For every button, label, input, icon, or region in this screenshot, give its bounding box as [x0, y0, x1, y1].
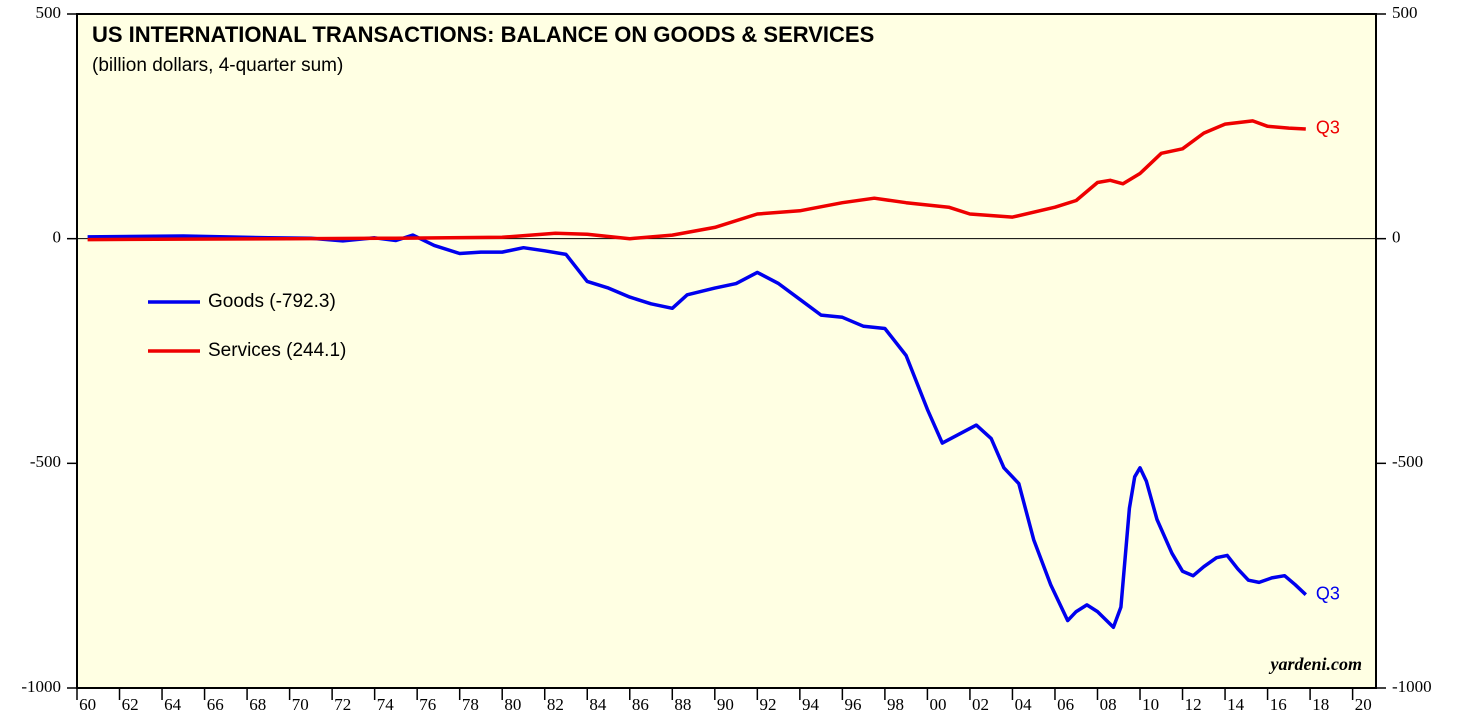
x-tick-label: 66	[207, 695, 224, 714]
x-tick-label: 72	[334, 695, 351, 714]
y-tick-label: -500	[30, 452, 61, 471]
x-tick-label: 86	[632, 695, 649, 714]
x-tick-label: 18	[1312, 695, 1329, 714]
x-tick-label: 98	[887, 695, 904, 714]
x-tick-label: 78	[462, 695, 479, 714]
x-tick-label: 10	[1142, 695, 1159, 714]
x-tick-label: 88	[674, 695, 691, 714]
chart-subtitle: (billion dollars, 4-quarter sum)	[92, 55, 343, 76]
x-tick-label: 84	[589, 695, 607, 714]
series-line	[87, 119, 1306, 242]
plot-area	[76, 13, 1377, 689]
x-tick-label: 12	[1185, 695, 1202, 714]
x-tick-label: 62	[122, 695, 139, 714]
end-label: Q3	[1316, 118, 1340, 138]
x-tick-label: 90	[717, 695, 734, 714]
x-tick-label: 06	[1057, 695, 1074, 714]
x-tick-label: 68	[249, 695, 266, 714]
y2-tick-label: 500	[1392, 3, 1418, 22]
x-tick-label: 64	[164, 695, 182, 714]
x-tick-label: 00	[930, 695, 947, 714]
x-tick-label: 70	[292, 695, 309, 714]
x-tick-label: 14	[1227, 695, 1245, 714]
y-tick-label: 0	[53, 228, 62, 247]
x-tick-label: 04	[1015, 695, 1033, 714]
x-tick-label: 96	[844, 695, 861, 714]
x-tick-label: 08	[1100, 695, 1117, 714]
legend-label: Services (244.1)	[208, 340, 346, 361]
y2-tick-label: 0	[1392, 228, 1401, 247]
x-tick-label: 80	[504, 695, 521, 714]
x-tick-label: 16	[1270, 695, 1287, 714]
series-line	[87, 233, 1308, 630]
y-tick-label: 500	[36, 3, 62, 22]
x-tick-label: 92	[759, 695, 776, 714]
source: yardeni.com	[1269, 654, 1363, 674]
x-tick-label: 82	[547, 695, 564, 714]
y2-tick-label: -500	[1392, 452, 1423, 471]
y-tick-label: -1000	[21, 677, 61, 696]
legend-label: Goods (-792.3)	[208, 291, 336, 312]
x-tick-label: 02	[972, 695, 989, 714]
y2-tick-label: -1000	[1392, 677, 1432, 696]
x-tick-label: 60	[79, 695, 96, 714]
x-tick-label: 76	[419, 695, 436, 714]
chart-title: US INTERNATIONAL TRANSACTIONS: BALANCE O…	[92, 22, 874, 47]
end-label: Q3	[1316, 583, 1340, 603]
x-tick-label: 94	[802, 695, 820, 714]
x-tick-label: 20	[1355, 695, 1372, 714]
x-tick-label: 74	[377, 695, 395, 714]
